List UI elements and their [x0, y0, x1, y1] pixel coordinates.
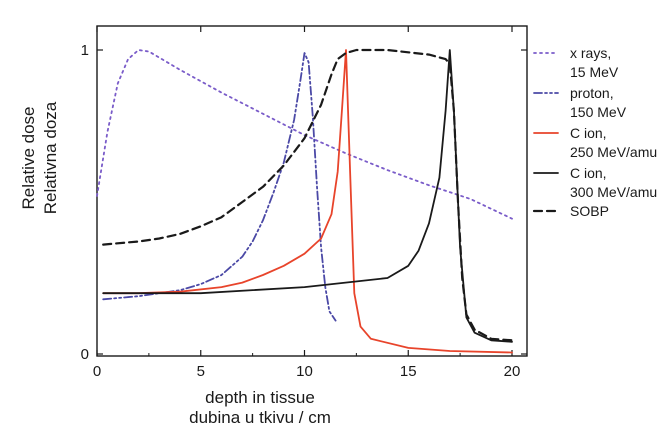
y-axis-title: Relative dose — [19, 106, 38, 209]
x-tick-label: 15 — [400, 363, 417, 380]
x-axis-title: depth in tissue — [205, 388, 315, 407]
legend-label-3: 250 MeV/amu — [570, 144, 657, 160]
x-tick-label: 0 — [93, 363, 101, 380]
series-line-5 — [102, 48, 514, 342]
series-line-2 — [102, 52, 337, 322]
legend-label-1: x rays, — [570, 45, 611, 61]
y-axis-title-secondary: Relativna doza — [41, 101, 60, 214]
series-line-3 — [102, 49, 513, 354]
x-axis-title-secondary: dubina u tkivu / cm — [189, 408, 331, 427]
series-lines — [96, 48, 514, 354]
x-tick-label: 20 — [504, 363, 521, 380]
x-tick-label: 5 — [197, 363, 205, 380]
legend: x rays, 15 MeV proton, 150 MeV C ion, 250 MeV… — [532, 45, 657, 219]
legend-label-2: 150 MeV — [570, 104, 627, 120]
legend-label-2: proton, — [570, 85, 614, 101]
legend-label-4: C ion, — [570, 165, 607, 181]
series-line-4 — [102, 49, 513, 343]
axes — [96, 25, 528, 357]
series-line-1 — [96, 49, 513, 220]
legend-label-5: SOBP — [570, 203, 609, 219]
legend-label-4: 300 MeV/amu — [570, 184, 657, 200]
legend-label-1: 15 MeV — [570, 64, 619, 80]
y-tick-label: 0 — [81, 346, 89, 363]
x-tick-label: 10 — [296, 363, 313, 380]
y-tick-label: 1 — [81, 42, 89, 59]
plot-frame — [96, 25, 528, 357]
legend-label-3: C ion, — [570, 125, 607, 141]
